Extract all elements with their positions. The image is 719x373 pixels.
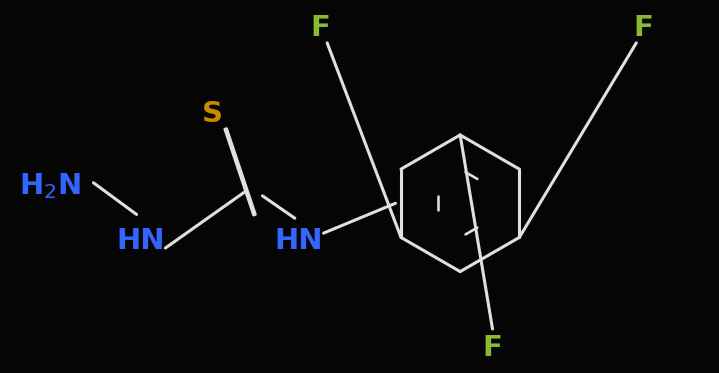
Text: F: F xyxy=(310,14,330,42)
Text: F: F xyxy=(633,14,654,42)
Text: HN: HN xyxy=(274,226,323,255)
Text: S: S xyxy=(201,100,223,128)
Text: F: F xyxy=(482,333,503,362)
Text: HN: HN xyxy=(116,226,165,255)
Text: H$_2$N: H$_2$N xyxy=(19,172,81,201)
